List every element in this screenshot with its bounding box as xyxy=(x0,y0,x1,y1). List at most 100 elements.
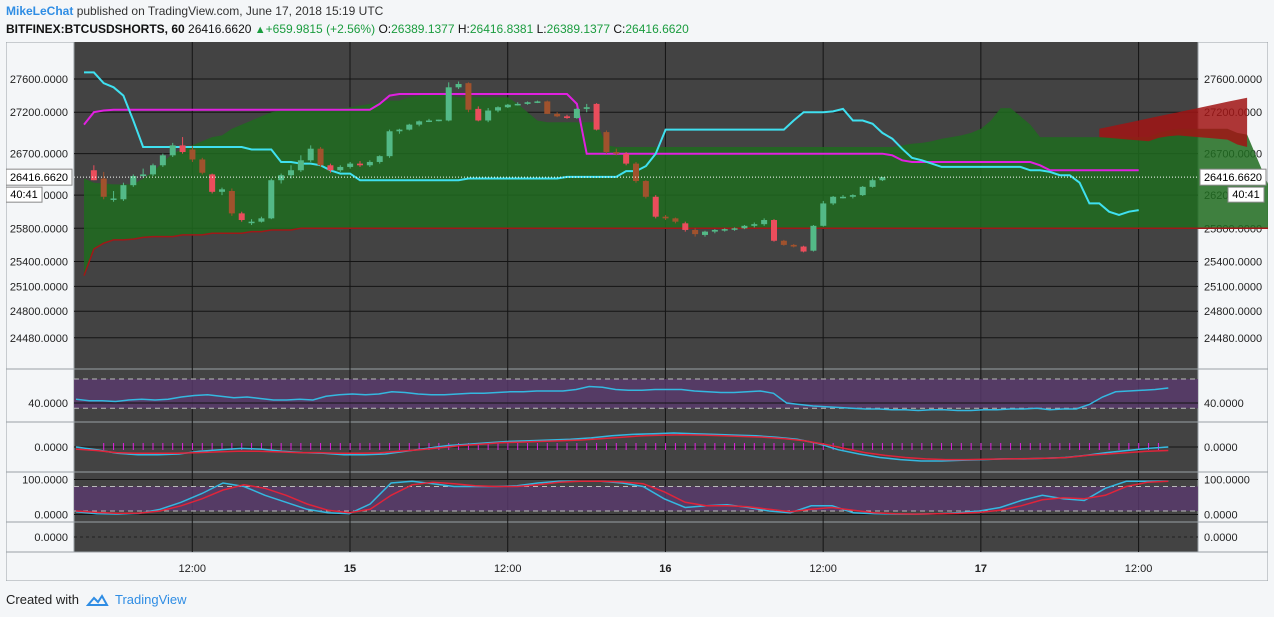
oscillator-line-2-0 xyxy=(75,480,1169,515)
oscillator-band-0 xyxy=(74,379,1198,409)
candle-body xyxy=(337,166,344,171)
candle-body xyxy=(780,240,787,245)
oscillator-line-0-0 xyxy=(75,385,1169,412)
candle-body xyxy=(731,228,738,230)
tradingview-cloud-icon xyxy=(85,593,109,606)
publish-line: MikeLeChat published on TradingView.com,… xyxy=(6,4,383,18)
low-label: L: xyxy=(536,22,547,36)
candle-body xyxy=(761,220,768,225)
candle-body xyxy=(435,119,442,122)
plot-background xyxy=(74,42,1198,552)
high-label: H: xyxy=(457,22,470,36)
high-value: 26416.8381 xyxy=(469,22,534,36)
oscillator-line-1-1 xyxy=(75,434,1169,461)
close-value: 26416.6620 xyxy=(625,22,689,36)
x-tick-label: 12:00 xyxy=(179,563,207,575)
y-tick-label-left: 27200.0000 xyxy=(10,107,68,119)
price-label-right: 26416.6620 xyxy=(1204,172,1262,184)
candle-body xyxy=(514,103,521,106)
candle-body xyxy=(278,175,285,181)
candle-body xyxy=(445,87,452,121)
candle-body xyxy=(820,203,827,226)
created-with-text: Created with xyxy=(6,592,79,607)
candle-body xyxy=(495,107,501,111)
osc-y-label-left: 40.0000 xyxy=(28,398,68,410)
candle-body xyxy=(830,196,837,204)
close-label: C: xyxy=(613,22,626,36)
y-tick-label-right: 24800.0000 xyxy=(1204,306,1262,318)
y-tick-label-left: 26700.0000 xyxy=(10,149,68,161)
symbol-info-line: BITFINEX:BTCUSDSHORTS, 60 26416.6620 ▲+6… xyxy=(6,22,689,36)
candle-body xyxy=(90,170,97,181)
last-price: 26416.6620 xyxy=(188,22,252,36)
oscillator-line-2-1 xyxy=(75,480,1169,515)
candle-body xyxy=(209,174,216,192)
ichimoku-cloud-red xyxy=(1099,97,1248,147)
osc-y-label-left: 0.0000 xyxy=(34,532,68,544)
candle-body xyxy=(554,113,561,117)
candle-body xyxy=(721,229,728,231)
author-link[interactable]: MikeLeChat xyxy=(6,4,74,18)
candle-body xyxy=(869,180,876,187)
candle-body xyxy=(426,120,432,122)
price-label-left: 26416.6620 xyxy=(10,172,68,184)
y-tick-label-right: 25400.0000 xyxy=(1204,256,1262,268)
candle-body xyxy=(219,189,225,192)
candle-body xyxy=(633,163,639,182)
candle-body xyxy=(268,180,275,219)
candle-body xyxy=(751,224,758,226)
y-tick-label-right: 25100.0000 xyxy=(1204,281,1262,293)
candle-body xyxy=(228,190,235,214)
candle-body xyxy=(110,198,117,200)
x-tick-label: 15 xyxy=(344,563,356,575)
candle-body xyxy=(327,165,334,171)
candle-body xyxy=(692,229,699,235)
candle-body xyxy=(258,218,265,222)
candle-body xyxy=(406,124,413,130)
low-value: 26389.1377 xyxy=(546,22,611,36)
published-text: published on TradingView.com, June 17, 2… xyxy=(73,4,384,18)
candle-body xyxy=(189,149,196,160)
tradingview-link[interactable]: TradingView xyxy=(114,592,187,607)
candle-body xyxy=(475,108,482,121)
kijun-sen-line xyxy=(83,93,1139,172)
candle-body xyxy=(593,103,600,130)
candle-body xyxy=(366,161,373,166)
countdown-label-left: 40:41 xyxy=(10,189,38,201)
candle-body xyxy=(672,218,679,222)
oscillator-band-2 xyxy=(74,486,1198,511)
change-value: +659.9815 (+2.56%) xyxy=(265,22,376,36)
candle-body xyxy=(307,148,314,161)
candle-body xyxy=(485,110,492,121)
candle-body xyxy=(297,160,304,171)
osc-y-label-left: 0.0000 xyxy=(34,442,68,454)
candle-body xyxy=(465,83,472,110)
osc-y-label-left: 0.0000 xyxy=(34,510,68,522)
x-tick-label: 12:00 xyxy=(1125,563,1153,575)
candle-body xyxy=(179,145,186,153)
candle-body xyxy=(573,108,580,119)
candle-body xyxy=(396,129,403,132)
candle-body xyxy=(199,159,206,173)
open-value: 26389.1377 xyxy=(391,22,455,36)
candle-body xyxy=(682,223,689,230)
candle-body xyxy=(100,178,107,197)
osc-y-label-right: 0.0000 xyxy=(1204,510,1238,522)
candle-body xyxy=(790,244,797,247)
countdown-label-right: 40:41 xyxy=(1232,189,1260,201)
candle-body xyxy=(140,174,147,177)
chart-area[interactable]: 12:00 15 12:00 16 12:00 17 12:00 27600.0000 2760… xyxy=(6,42,1268,581)
candle-body xyxy=(248,221,255,224)
footer: Created with TradingView xyxy=(6,592,187,607)
x-tick-label: 12:00 xyxy=(809,563,837,575)
candle-body xyxy=(386,131,393,157)
candle-body xyxy=(859,186,866,196)
candle-body xyxy=(120,185,127,200)
candle-body xyxy=(711,229,718,232)
candle-body xyxy=(504,104,511,108)
candle-body xyxy=(534,101,541,103)
price-label-right-box xyxy=(1199,168,1267,186)
up-triangle-icon: ▲ xyxy=(254,24,266,36)
osc-y-label-right: 0.0000 xyxy=(1204,532,1238,544)
y-tick-label-left: 24800.0000 xyxy=(10,306,68,318)
